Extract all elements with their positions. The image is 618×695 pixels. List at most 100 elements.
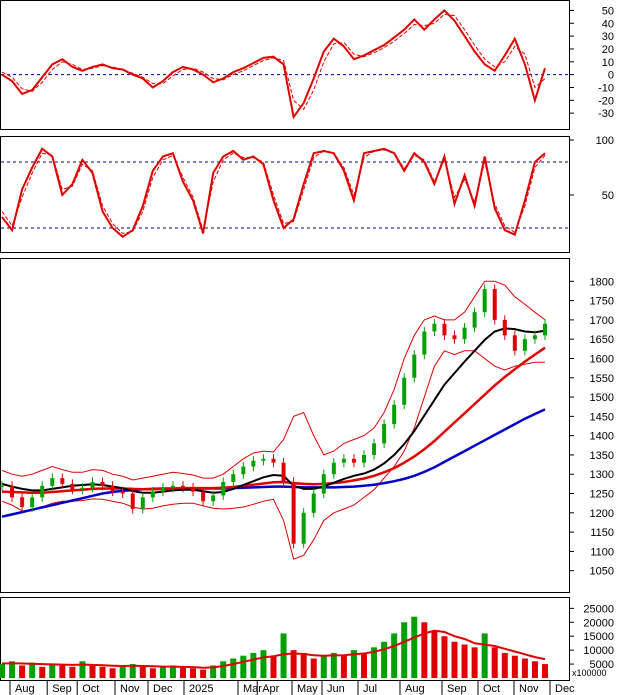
volume-bar <box>471 647 478 678</box>
volume-bar <box>169 665 176 678</box>
price-candle <box>422 331 427 355</box>
x-month-label: Dec <box>555 683 575 695</box>
price-candle <box>512 335 517 351</box>
volume-bar <box>280 633 287 678</box>
x-month-label: Sep <box>52 683 72 695</box>
price-candle <box>211 495 216 502</box>
volume-bar <box>310 658 317 678</box>
volume-bar <box>451 641 458 678</box>
volume-bar <box>501 652 508 678</box>
oscillator-panel-frame <box>0 0 570 130</box>
price-candle <box>321 474 326 494</box>
y-tick-label: 1300 <box>590 469 614 481</box>
price-candle <box>10 485 15 498</box>
price-candle <box>372 443 377 455</box>
y-tick-label: 1550 <box>590 373 614 385</box>
volume-bar <box>19 665 26 678</box>
volume-bar <box>109 668 116 678</box>
bollinger-upper-line <box>1 280 546 481</box>
volume-bar <box>190 668 197 678</box>
volume-bar <box>240 655 247 678</box>
volume-bar <box>421 622 428 678</box>
volume-bar <box>531 661 538 678</box>
y-tick-label: 5000 <box>590 659 614 671</box>
x-month-label: Aug <box>15 683 35 695</box>
price-candle <box>90 481 95 488</box>
price-candle <box>502 319 507 336</box>
volume-bar <box>89 665 96 678</box>
price-candle <box>412 354 417 378</box>
price-candle <box>70 483 75 490</box>
y-tick-label: 1450 <box>590 411 614 423</box>
x-month-label: Oct <box>82 683 99 695</box>
price-candle <box>482 289 487 313</box>
price-candle <box>261 458 266 461</box>
x-axis-labels: Aug Sep Oct Nov Dec 2025 Mar Apr May Jun Jul Aug Sep… <box>9 680 575 695</box>
volume-bar <box>300 652 307 678</box>
volume-bar <box>511 655 518 678</box>
stochastic-line <box>1 147 546 239</box>
volume-bar <box>49 664 56 678</box>
y-tick-label: 1250 <box>590 489 614 501</box>
price-candle <box>362 454 366 463</box>
price-candle <box>301 512 306 544</box>
y-tick-label: 10 <box>602 57 614 69</box>
y-tick-label: 0 <box>608 70 614 82</box>
price-candle <box>80 487 85 490</box>
volume-bar <box>79 661 86 678</box>
price-candle <box>271 458 276 463</box>
volume-bar <box>220 661 227 678</box>
volume-ma-line <box>1 629 546 669</box>
volume-panel-frame <box>0 597 570 681</box>
price-candle <box>341 458 346 463</box>
x-month-label: 2025 <box>189 683 213 695</box>
volume-bar <box>391 633 398 678</box>
price-candle <box>392 404 397 425</box>
y-tick-label: 1750 <box>590 296 614 308</box>
volume-bar <box>180 666 186 678</box>
volume-bar <box>210 665 217 678</box>
y-tick-label: 10000 <box>583 645 614 657</box>
stochastic-signal-line <box>1 149 546 235</box>
y-tick-label: 100 <box>596 135 614 147</box>
volume-bar <box>290 650 297 678</box>
price-candle <box>130 493 135 509</box>
volume-bar <box>340 655 347 678</box>
oscillator-series <box>1 9 546 120</box>
price-candle <box>402 377 407 405</box>
volume-bar <box>69 666 76 678</box>
price-candle <box>201 491 206 502</box>
x-month-label: Nov <box>120 683 140 695</box>
y-tick-label: -10 <box>598 82 614 94</box>
reference-lines <box>1 74 569 229</box>
y-tick-label: 20000 <box>583 617 614 629</box>
y-tick-label: 50 <box>602 5 614 17</box>
y-tick-label: 20 <box>602 44 614 56</box>
price-candle <box>532 335 537 340</box>
volume-bar <box>29 662 36 678</box>
price-series <box>0 280 547 560</box>
price-candle <box>120 491 125 494</box>
y-tick-label: -30 <box>598 108 614 120</box>
price-candle <box>281 462 286 482</box>
volume-bar <box>159 666 166 678</box>
price-candle <box>462 327 467 340</box>
volume-bar <box>481 633 488 678</box>
volume-bar <box>401 622 408 678</box>
volume-bar <box>119 666 126 678</box>
y-tick-label: 1650 <box>590 334 614 346</box>
volume-bar <box>39 666 46 678</box>
price-candle <box>50 478 55 486</box>
price-candle <box>241 466 246 475</box>
y-tick-label: 1100 <box>590 546 614 558</box>
price-candle <box>191 487 196 492</box>
volume-bar <box>250 652 257 678</box>
price-candle <box>100 481 105 486</box>
x-month-label: May <box>297 683 318 695</box>
price-candle <box>382 424 387 444</box>
y-tick-label: 40 <box>602 18 614 30</box>
price-candle <box>543 323 547 336</box>
volume-bar <box>200 669 207 678</box>
panel-frames <box>0 0 570 681</box>
